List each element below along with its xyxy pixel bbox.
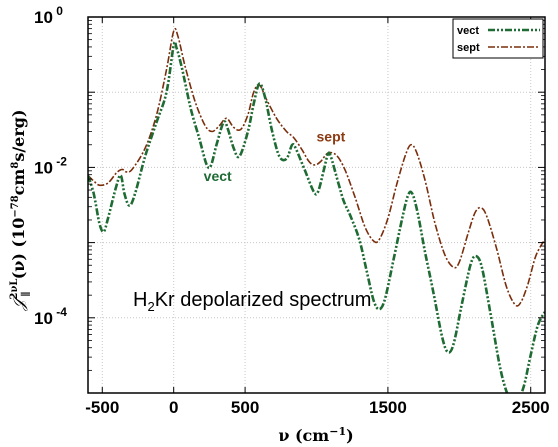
x-axis-title: ν (cm−1) bbox=[278, 425, 353, 445]
y-tick-label: 10 0 bbox=[34, 4, 63, 27]
series-lines bbox=[88, 27, 545, 393]
plot-frame bbox=[87, 16, 546, 394]
legend-label-vect: vect bbox=[457, 25, 479, 37]
annotation-sept: sept bbox=[317, 129, 346, 145]
inner-title: H2Kr depolarized spectrum bbox=[133, 289, 371, 314]
svg-text:H2Kr depolarized spectrum: H2Kr depolarized spectrum bbox=[133, 289, 371, 314]
x-tick-label: 500 bbox=[231, 398, 259, 417]
series-annotations: vect sept bbox=[204, 129, 346, 184]
x-tick-label: 1500 bbox=[369, 398, 407, 417]
y-tick-label: 10 -2 bbox=[34, 154, 67, 177]
y-tick-label: 10 -4 bbox=[34, 305, 67, 328]
grid bbox=[88, 17, 545, 393]
legend-label-sept: sept bbox=[457, 42, 480, 54]
legend: vect sept bbox=[452, 18, 544, 59]
series-line-vect bbox=[88, 40, 545, 393]
annotation-vect: vect bbox=[204, 168, 232, 184]
y-tick-labels: 10 0 10 -2 10 -4 bbox=[34, 4, 67, 328]
y-axis-title: 𝒥2νL∥(ν) (10−78cm8s/erg) bbox=[9, 109, 32, 311]
series-line-sept bbox=[88, 27, 545, 307]
x-tick-label: -500 bbox=[85, 398, 119, 417]
legend-box bbox=[452, 18, 544, 59]
tick-marks bbox=[88, 16, 545, 394]
svg-text:𝒥2νL∥(ν) (10−78cm8s/erg): 𝒥2νL∥(ν) (10−78cm8s/erg) bbox=[9, 109, 32, 311]
x-tick-labels: -500 0 500 1500 2500 bbox=[85, 398, 549, 417]
x-tick-label: 0 bbox=[169, 398, 178, 417]
x-tick-label: 2500 bbox=[512, 398, 550, 417]
